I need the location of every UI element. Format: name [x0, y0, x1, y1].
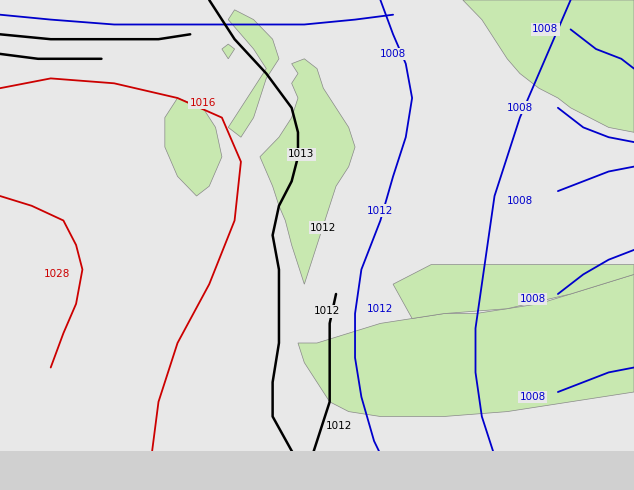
Polygon shape — [393, 265, 634, 318]
Polygon shape — [298, 274, 634, 416]
Polygon shape — [463, 0, 634, 132]
Text: 1013: 1013 — [288, 149, 314, 159]
Text: Th 30-05-2024 12:00 UTC (06+78): Th 30-05-2024 12:00 UTC (06+78) — [418, 458, 628, 468]
Text: 1028: 1028 — [44, 270, 70, 279]
Text: 1008: 1008 — [507, 196, 533, 206]
Text: 1016: 1016 — [190, 98, 216, 108]
Text: Surface pressure [hPa] ECMWF: Surface pressure [hPa] ECMWF — [6, 465, 195, 474]
Text: 1012: 1012 — [367, 304, 394, 314]
Polygon shape — [260, 59, 355, 284]
Polygon shape — [222, 44, 235, 59]
Text: 1008: 1008 — [519, 294, 546, 304]
Text: 1008: 1008 — [380, 49, 406, 59]
Text: 1012: 1012 — [326, 421, 353, 431]
Text: 1008: 1008 — [532, 24, 559, 34]
Polygon shape — [165, 98, 222, 196]
Text: 1012: 1012 — [313, 306, 340, 316]
Polygon shape — [228, 10, 279, 137]
Text: 1012: 1012 — [310, 223, 337, 233]
Text: 1008: 1008 — [519, 392, 546, 402]
Text: ©weatheronline.co.uk: ©weatheronline.co.uk — [503, 478, 628, 488]
Text: 1012: 1012 — [367, 206, 394, 216]
Text: 1008: 1008 — [507, 103, 533, 113]
